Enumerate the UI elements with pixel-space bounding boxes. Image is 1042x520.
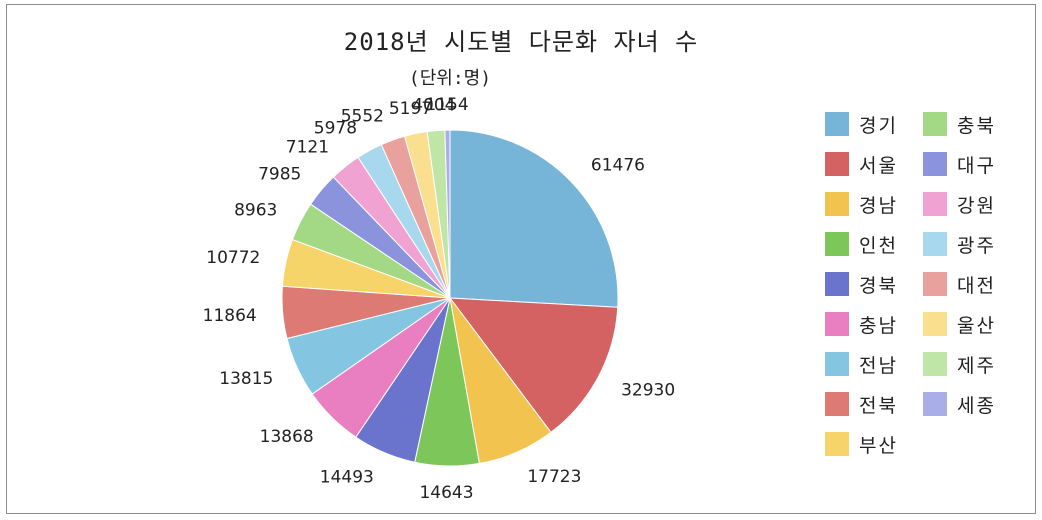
legend-swatch: [825, 272, 849, 296]
data-label: 17723: [527, 467, 581, 487]
data-label: 7985: [258, 164, 301, 184]
legend-swatch: [825, 352, 849, 376]
pie-value-labels: 61476 32930 17723 14643 14493 13868 13815 11864…: [203, 95, 676, 503]
legend-item: 대구: [923, 150, 996, 178]
data-label: 13868: [260, 427, 314, 447]
data-label: 5552: [341, 107, 384, 127]
data-label: 5978: [314, 119, 357, 139]
legend-swatch: [923, 272, 947, 296]
legend-label: 부산: [859, 434, 898, 457]
legend-swatch: [923, 232, 947, 256]
legend-item: 경기: [825, 110, 898, 138]
legend-item: 충남: [825, 310, 898, 338]
legend-swatch: [923, 352, 947, 376]
data-label: 7121: [286, 137, 329, 157]
legend-label: 충북: [957, 114, 996, 137]
pie-slices: [281, 129, 619, 467]
legend-label: 경남: [859, 194, 898, 217]
legend-swatch: [825, 192, 849, 216]
legend-label: 대전: [957, 274, 996, 297]
data-label: 1154: [425, 95, 468, 115]
data-label: 10772: [206, 248, 260, 268]
legend-label: 인천: [859, 234, 898, 257]
data-label: 5197: [389, 99, 432, 119]
legend-label: 경기: [859, 114, 898, 137]
legend-item: 경북: [825, 270, 898, 298]
legend-item: 광주: [923, 230, 996, 258]
legend-label: 세종: [957, 394, 996, 417]
legend-label: 전남: [859, 354, 898, 377]
data-label: 13815: [219, 369, 273, 389]
legend-swatch: [825, 312, 849, 336]
legend-item: 서울: [825, 150, 898, 178]
data-label: 32930: [621, 380, 675, 400]
data-label: 14493: [320, 467, 374, 487]
legend-swatch: [923, 312, 947, 336]
legend-item: 충북: [923, 110, 996, 138]
legend-item: 울산: [923, 310, 996, 338]
legend-item: 경남: [825, 190, 898, 218]
legend-swatch: [923, 192, 947, 216]
legend-label: 경북: [859, 274, 898, 297]
legend-item: 제주: [923, 350, 996, 378]
legend-swatch: [923, 392, 947, 416]
legend-label: 서울: [859, 154, 898, 177]
data-label: 14643: [419, 483, 473, 503]
chart-subtitle: (단위:명): [408, 68, 492, 89]
legend-swatch: [825, 152, 849, 176]
legend-swatch: [825, 432, 849, 456]
legend-label: 전북: [859, 394, 898, 417]
legend-item: 전북: [825, 390, 898, 418]
legend-item: 대전: [923, 270, 996, 298]
legend-item: 강원: [923, 190, 996, 218]
legend-label: 충남: [859, 314, 898, 337]
legend-item: 세종: [923, 390, 996, 418]
legend-swatch: [825, 232, 849, 256]
pie-slice: [448, 297, 619, 434]
legend-item: 전남: [825, 350, 898, 378]
chart-title: 2018년 시도별 다문화 자녀 수: [343, 28, 699, 56]
legend-swatch: [923, 112, 947, 136]
legend-swatch: [825, 112, 849, 136]
legend-swatch: [825, 392, 849, 416]
pie-slice: [444, 129, 451, 299]
data-label: 11864: [203, 306, 257, 326]
pie-slice: [449, 129, 619, 308]
legend-label: 광주: [957, 234, 996, 257]
legend-label: 대구: [957, 154, 996, 177]
data-label: 8963: [234, 200, 277, 220]
data-label: 61476: [591, 156, 645, 176]
legend-label: 울산: [957, 314, 996, 337]
legend-item: 인천: [825, 230, 898, 258]
legend-item: 부산: [825, 430, 898, 458]
legend-swatch: [923, 152, 947, 176]
legend-label: 강원: [957, 194, 996, 217]
legend-label: 제주: [957, 354, 996, 377]
data-label: 4004: [412, 96, 455, 116]
